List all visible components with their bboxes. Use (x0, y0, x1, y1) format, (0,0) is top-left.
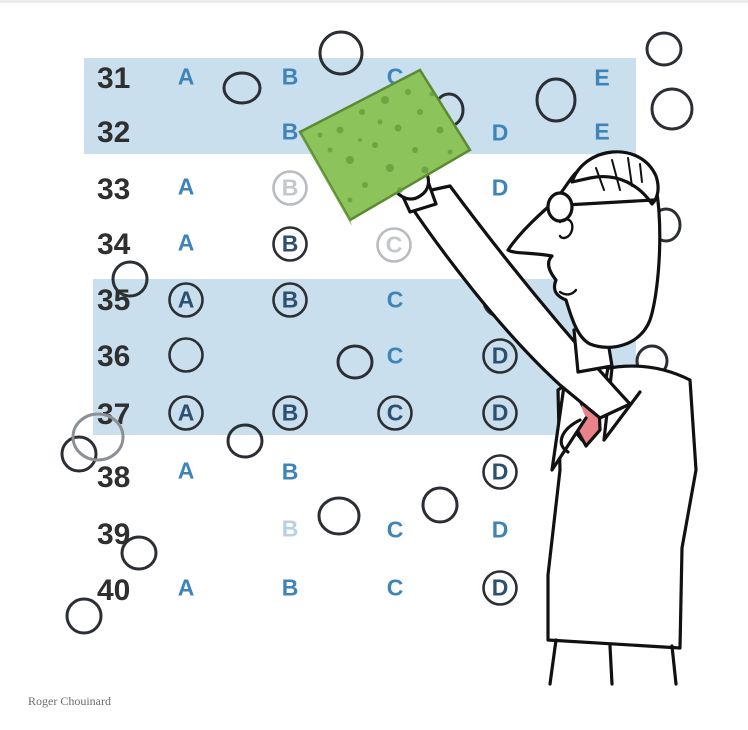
bubble-mark (482, 338, 518, 374)
answer-letter-b: B (281, 458, 299, 485)
answer-letter-d: D (491, 174, 509, 201)
answer-letter-b: B (281, 515, 299, 542)
answer-letter-b: B (281, 118, 299, 145)
answer-letter-a: A (177, 173, 195, 200)
floating-circle (71, 412, 125, 462)
answer-letter-b: B (281, 174, 299, 201)
row-number: 34 (97, 228, 131, 261)
answer-letter-a: A (177, 457, 195, 484)
answer-letter-e: E (594, 118, 610, 145)
image-credit: Roger Chouinard (28, 694, 111, 708)
answer-letter-d: D (491, 574, 509, 601)
man-sleeve-fold (559, 418, 582, 454)
answer-letter-b: B (281, 286, 299, 313)
answer-letter-d: D (491, 119, 509, 146)
answer-letter-a: A (177, 229, 195, 256)
answer-letter-a: A (177, 399, 195, 426)
floating-circle (317, 496, 361, 536)
man-figure (371, 136, 698, 686)
answer-letter-c: C (386, 399, 404, 426)
bubble-erased (272, 170, 308, 206)
bubble-mark (482, 454, 518, 490)
row-number: 32 (97, 116, 131, 149)
bubble-mark (168, 395, 204, 431)
top-border (0, 0, 748, 3)
floating-circle (645, 31, 683, 67)
bubble-erased (376, 227, 412, 263)
bubble-mark (272, 226, 308, 262)
floating-circle (222, 71, 262, 105)
answer-letter-d: D (491, 516, 509, 543)
floating-circle (60, 435, 98, 473)
bubble-mark (272, 395, 308, 431)
floating-circle (65, 597, 103, 635)
floating-circle (421, 486, 459, 524)
row-number: 40 (97, 574, 131, 607)
bubble-mark (482, 395, 518, 431)
floating-circle (318, 30, 364, 76)
answer-letter-b: B (281, 230, 299, 257)
bubble-mark (168, 337, 204, 373)
answer-letter-c: C (386, 342, 404, 369)
answer-letter-b: B (281, 63, 299, 90)
answer-letter-b: B (281, 399, 299, 426)
sponge-edge (300, 132, 352, 226)
answer-letter-a: A (177, 63, 195, 90)
erased-bubbles (272, 170, 412, 263)
floating-circle (535, 77, 577, 123)
bubble-mark (482, 570, 518, 606)
sponge (298, 68, 472, 226)
man-mouth (558, 288, 578, 296)
answer-letter-c: C (386, 286, 404, 313)
answer-letter-c: C (385, 231, 403, 258)
answer-letter-d: D (491, 458, 509, 485)
man-ear (558, 218, 574, 240)
floating-circle (336, 344, 374, 380)
bubble-mark (377, 395, 413, 431)
row-number: 38 (97, 461, 131, 494)
answer-letter-d: D (491, 399, 509, 426)
man-arm (402, 184, 632, 420)
answer-letter-e: E (594, 64, 610, 91)
man-hair-strands (595, 157, 643, 191)
answer-letter-c: C (386, 574, 404, 601)
floating-circle (650, 87, 694, 131)
answer-bubbles (168, 226, 518, 606)
row-number: 36 (97, 340, 131, 373)
floating-circle (111, 260, 149, 298)
answer-letter-c: C (386, 516, 404, 543)
row-number: 35 (97, 284, 131, 317)
row-number: 33 (97, 173, 131, 206)
bubble-mark (168, 282, 204, 318)
sponge-body (298, 68, 472, 222)
answer-letter-d: D (491, 342, 509, 369)
man-hair (570, 150, 660, 206)
answer-letter-b: B (281, 574, 299, 601)
man-legs (548, 638, 678, 686)
floating-circle (120, 535, 158, 571)
row-number: 31 (97, 62, 131, 95)
answer-letter-a: A (177, 286, 195, 313)
floating-circle (226, 423, 264, 459)
answer-letter-a: A (177, 574, 195, 601)
bubble-mark (272, 282, 308, 318)
sponge-pores (317, 89, 453, 203)
man-glasses-lens (546, 191, 574, 223)
